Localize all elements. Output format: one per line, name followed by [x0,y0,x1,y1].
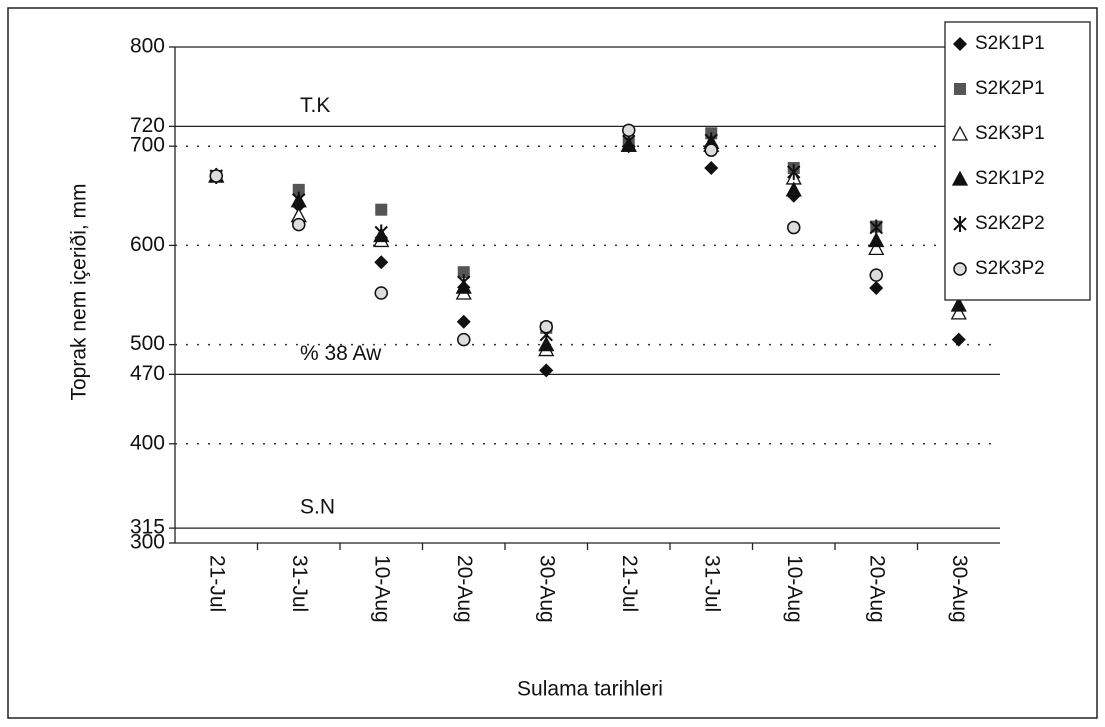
y-tick-label: 700 [130,134,165,157]
marker [954,83,966,95]
x-tick-label: 31-Jul [288,555,311,612]
marker [292,217,306,232]
marker [374,255,389,270]
marker [869,281,884,296]
y-tick-label: 315 [130,516,165,539]
legend-label: S2K2P2 [975,213,1045,234]
marker [704,143,718,157]
marker [953,37,967,51]
x-tick-label: 20-Aug [453,555,476,623]
marker [787,220,801,235]
legend-label: S2K3P2 [975,258,1045,279]
legend-label: S2K2P1 [975,78,1045,99]
legend-label: S2K3P1 [975,123,1045,144]
legend-label: S2K1P2 [975,168,1045,189]
marker [209,169,223,183]
y-tick-label: 720 [130,114,165,137]
marker [538,336,555,352]
marker [539,363,554,378]
marker [951,332,966,347]
y-axis-label: Toprak nem içeriði, mm [68,183,91,400]
marker [457,266,470,279]
marker [622,123,636,138]
legend-label: S2K1P1 [975,33,1045,54]
marker [704,161,719,176]
marker [951,125,969,141]
reference-label: % 38 Aw [300,342,382,365]
y-tick-label: 600 [130,233,165,256]
marker [292,183,305,196]
x-tick-label: 21-Jul [206,555,229,612]
marker [951,170,969,186]
marker [953,262,967,276]
marker [950,304,967,320]
x-axis-label: Sulama tarihleri [517,678,663,701]
marker [539,319,553,334]
reference-label: T.K [300,94,330,117]
marker [869,268,883,282]
marker [457,274,471,291]
x-tick-label: 10-Aug [783,555,806,623]
marker [374,286,388,300]
reference-label: S.N [300,496,335,519]
y-tick-label: 800 [130,35,165,58]
marker [953,216,967,232]
chart-border [7,7,1098,719]
y-tick-label: 400 [130,431,165,454]
marker [456,314,471,329]
x-tick-label: 10-Aug [371,555,394,623]
y-tick-label: 470 [130,362,165,385]
legend-box [944,21,1091,301]
x-tick-label: 31-Jul [701,555,724,612]
legend: S2K1P1 S2K2P1 S2K3P1 S2K1P2 S2K2P2 S2K3P2 [944,21,1091,301]
x-tick-label: 30-Aug [948,555,971,623]
marker [292,191,306,208]
marker [375,203,388,216]
x-tick-label: 30-Aug [536,555,559,623]
marker [868,240,885,256]
y-tick-label: 300 [130,531,165,554]
marker [374,224,388,241]
marker [868,232,885,248]
marker [785,181,802,197]
marker [457,332,471,347]
marker [787,163,801,180]
marker [950,296,967,312]
marker [869,219,883,236]
x-tick-label: 21-Jul [618,555,641,612]
x-tick-label: 20-Aug [866,555,889,623]
y-tick-label: 500 [130,332,165,355]
